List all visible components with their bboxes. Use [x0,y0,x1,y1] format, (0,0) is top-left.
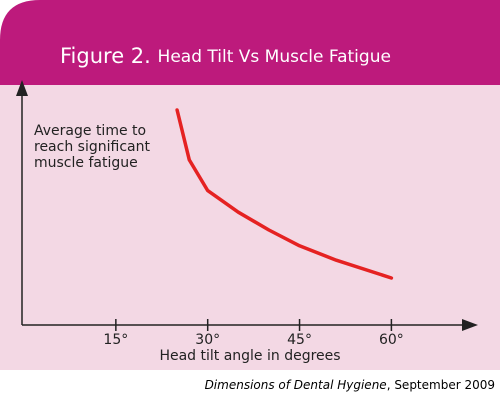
plot-panel [0,85,500,370]
source-date: , September 2009 [387,378,495,392]
x-tick-label: 60° [379,332,404,348]
source: Dimensions of Dental Hygiene, September … [205,378,495,392]
title-text: Head Tilt Vs Muscle Fatigue [158,47,391,67]
y-axis-label: Average time to [34,123,146,139]
chart-title: Figure 2. Head Tilt Vs Muscle Fatigue [60,44,391,68]
x-axis-label: Head tilt angle in degrees [159,348,340,364]
y-axis-label: reach significant [34,139,150,155]
header-band [0,0,500,85]
source-publication: Dimensions of Dental Hygiene [205,378,387,392]
y-axis-arrow [16,80,28,96]
x-tick-label: 30° [195,332,220,348]
x-tick-label: 45° [287,332,312,348]
figure-label: Figure 2. [60,44,151,68]
x-tick-label: 15° [103,332,128,348]
y-axis-label: muscle fatigue [34,155,138,171]
curve [175,108,394,280]
x-axis-arrow [462,319,478,331]
